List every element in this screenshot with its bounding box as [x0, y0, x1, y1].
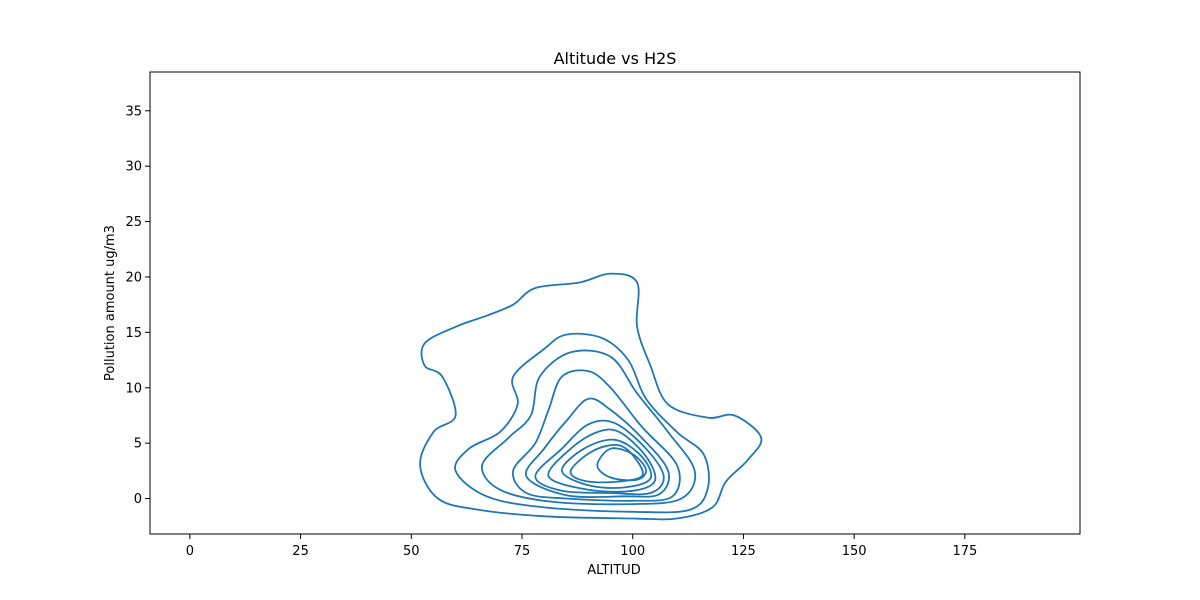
- y-tick-label: 25: [125, 215, 142, 230]
- x-axis-label: ALTITUD: [587, 563, 641, 578]
- y-tick-label: 0: [134, 492, 142, 507]
- x-tick-label: 25: [292, 544, 309, 559]
- contour-level-5: [524, 397, 670, 498]
- y-axis-ticks: 0 5 10 15 20 25 30 35: [125, 104, 150, 507]
- y-tick-label: 5: [134, 437, 142, 452]
- contour-level-6: [534, 419, 665, 496]
- contour-level-9: [569, 444, 644, 484]
- x-tick-label: 75: [514, 544, 531, 559]
- x-tick-label: 150: [842, 544, 867, 559]
- contour-level-1: [419, 272, 763, 521]
- x-tick-label: 100: [620, 544, 645, 559]
- x-tick-label: 125: [731, 544, 756, 559]
- contour-level-8: [561, 438, 653, 489]
- x-axis-ticks: 0 25 50 75 100 125 150 175: [186, 534, 977, 559]
- x-tick-label: 0: [186, 544, 194, 559]
- x-tick-label: 175: [952, 544, 977, 559]
- y-tick-label: 35: [125, 104, 142, 119]
- y-tick-label: 15: [125, 326, 142, 341]
- y-tick-label: 30: [125, 160, 142, 175]
- contour-level-2: [454, 332, 710, 514]
- plot-area-frame: [149, 71, 1081, 535]
- contour-level-3: [481, 349, 697, 506]
- contour-level-4: [512, 369, 681, 502]
- chart-title: Altitude vs H2S: [554, 49, 677, 68]
- x-tick-label: 50: [403, 544, 420, 559]
- contour-lines: [419, 272, 763, 521]
- contour-level-7: [547, 428, 657, 493]
- contour-level-10: [596, 447, 647, 482]
- y-axis-label: Pollution amount ug/m3: [103, 225, 118, 381]
- y-tick-label: 20: [125, 270, 142, 285]
- y-tick-label: 10: [125, 381, 142, 396]
